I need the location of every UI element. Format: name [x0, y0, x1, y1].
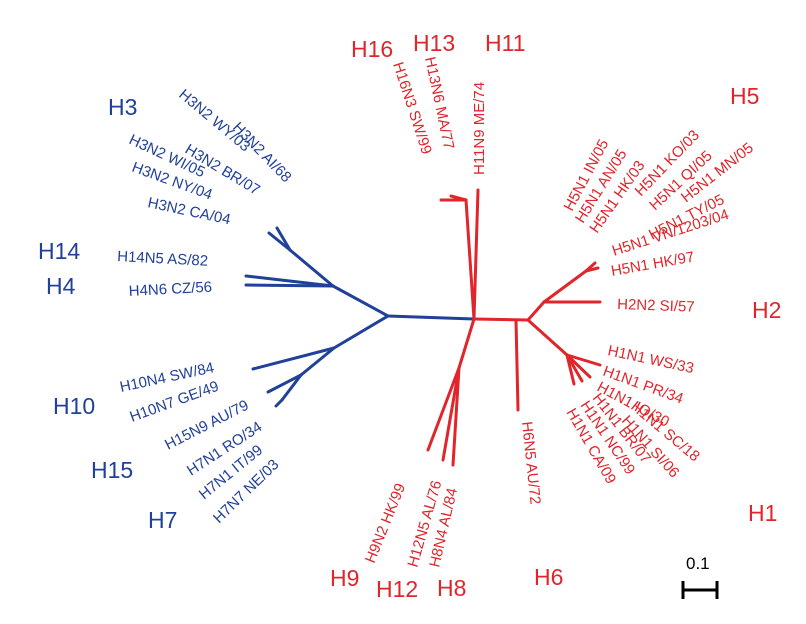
scale-bar-label: 0.1	[686, 554, 710, 573]
branch-h13n6-ma-77	[449, 194, 468, 202]
leaf-h11n9-me-74: H11N9 ME/74	[471, 82, 488, 175]
branch-h10n7-ge-49	[266, 373, 303, 394]
branch-blue-upper	[331, 284, 390, 318]
subtype-label-h5: H5	[730, 83, 759, 109]
branch-h10-clade	[299, 346, 336, 377]
branch-h1-clade	[526, 318, 569, 357]
subtype-label-h3: H3	[108, 94, 137, 120]
subtype-label-h9: H9	[330, 565, 359, 591]
subtype-label-h12: H12	[376, 576, 418, 602]
subtype-label-h16: H16	[351, 36, 393, 62]
branch-h3-clade	[288, 248, 335, 288]
subtype-label-h2: H2	[752, 297, 781, 323]
subtype-label-h6: H6	[534, 564, 563, 590]
red-clade-branches	[426, 188, 602, 467]
branch-h5-h2-clade	[526, 300, 546, 322]
leaf-h9n2-hk-99: H9N2 HK/99	[362, 481, 409, 565]
branch-h3-tip-1	[267, 231, 292, 252]
branch-h8n4-al-84	[451, 366, 461, 467]
branch-h12n5-al-76	[441, 366, 461, 462]
branch-root-red	[472, 317, 530, 322]
branch-h10n4-sw-84	[251, 346, 336, 371]
branch-h9-h12-h8-clade	[457, 317, 476, 370]
branch-blue-lower	[332, 314, 390, 350]
branch-h4n6-cz-56	[244, 283, 335, 288]
branch-h15-h7-clade	[280, 373, 303, 402]
branch-h9n2-hk-99	[426, 366, 461, 452]
subtype-label-h7: H7	[148, 507, 177, 533]
leaf-h14n5-as-82: H14N5 AS/82	[117, 248, 209, 270]
blue-clade-branches	[244, 226, 476, 408]
subtype-label-h11: H11	[485, 30, 526, 56]
subtype-label-h10: H10	[53, 393, 95, 419]
branch-h6n5-au-72	[514, 318, 520, 412]
subtype-label-h1: H1	[748, 500, 777, 526]
branch-h3-tip-2	[275, 226, 292, 252]
branch-h1-tip-3	[565, 353, 576, 386]
branch-h16-h13-clade	[464, 198, 476, 321]
scale-bar: 0.1	[681, 554, 719, 599]
branch-h11n9-me-74	[472, 188, 480, 321]
leaf-h4n6-cz-56: H4N6 CZ/56	[128, 279, 212, 300]
branch-h5-tip-2	[584, 266, 600, 273]
branch-h5-clade	[542, 269, 588, 304]
subtype-label-h4: H4	[46, 273, 76, 299]
subtype-label-h13: H13	[413, 30, 455, 56]
leaf-h2n2-si-57: H2N2 SI/57	[617, 296, 695, 316]
subtype-label-h8: H8	[437, 575, 466, 601]
subtype-label-h14: H14	[38, 238, 80, 264]
branch-h1n1-ws-33	[565, 353, 602, 367]
subtype-label-h15: H15	[91, 457, 133, 483]
branch-root-blue	[386, 314, 476, 321]
leaf-h6n5-au-72: H6N5 AU/72	[518, 421, 544, 506]
branch-h7-tip-1	[274, 398, 284, 408]
leaf-h3n2-ca-04: H3N2 CA/04	[146, 194, 232, 228]
